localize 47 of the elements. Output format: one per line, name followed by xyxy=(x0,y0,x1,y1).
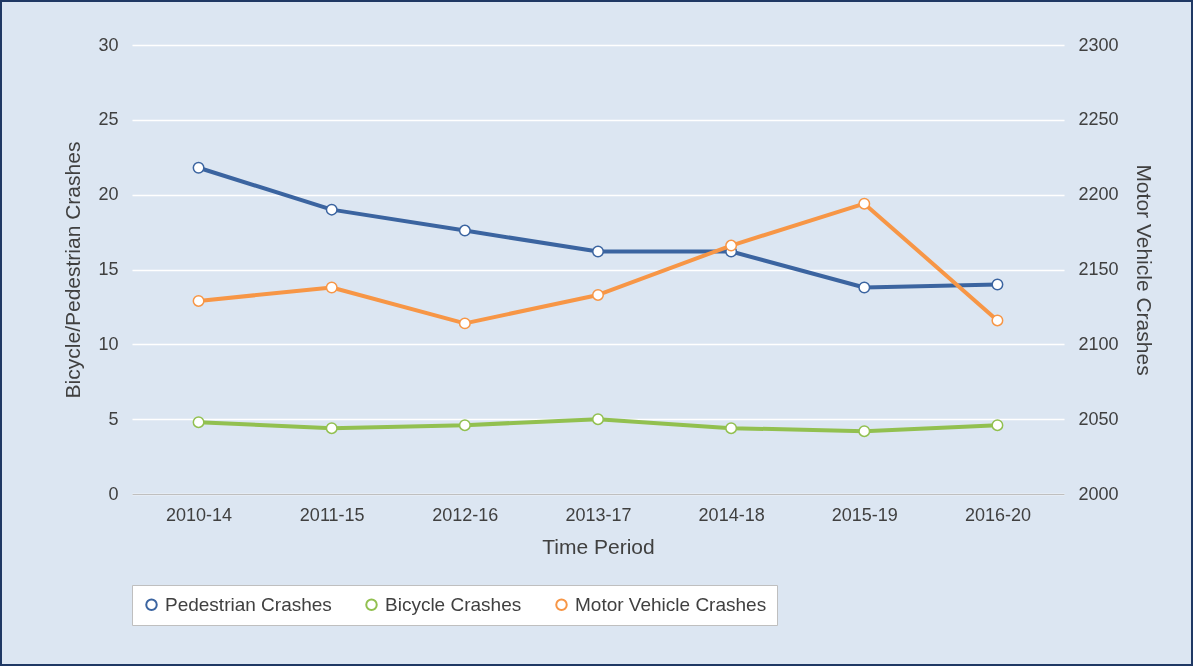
y-tick-label: 15 xyxy=(98,259,119,279)
legend-label: Bicycle Crashes xyxy=(385,593,522,615)
point xyxy=(325,281,338,294)
point xyxy=(991,314,1004,327)
x-tick-label: 2011-15 xyxy=(299,504,365,525)
y-tick-label: 30 xyxy=(98,34,119,55)
point xyxy=(325,422,338,435)
point xyxy=(991,278,1004,291)
x-tick-label: 2016-20 xyxy=(964,504,1031,525)
point xyxy=(325,203,338,216)
y2-tick-label: 2050 xyxy=(1078,408,1119,429)
x-tick-label: 2010-14 xyxy=(166,504,233,525)
y2-tick-label: 2300 xyxy=(1078,34,1119,55)
y-tick-label: 20 xyxy=(98,184,119,205)
point xyxy=(858,425,871,438)
y2-tick-label: 2150 xyxy=(1078,259,1119,279)
point xyxy=(458,224,471,237)
y-tick-label: 0 xyxy=(108,483,119,504)
point xyxy=(725,239,738,252)
point xyxy=(192,416,205,429)
x-tick-label: 2012-16 xyxy=(432,504,499,525)
x-tick-label: 2014-18 xyxy=(698,504,765,525)
point xyxy=(192,294,205,307)
x-tick-label: 2013-17 xyxy=(565,504,632,525)
x-tick-label: 2015-19 xyxy=(831,504,898,525)
point xyxy=(858,281,871,294)
point xyxy=(592,245,604,258)
y2-tick-label: 2000 xyxy=(1078,483,1119,504)
y2-tick-label: 2100 xyxy=(1078,333,1119,354)
point xyxy=(991,419,1004,432)
legend-label: Motor Vehicle Crashes xyxy=(575,593,767,615)
y2-axis-title: Motor Vehicle Crashes xyxy=(1132,164,1156,376)
y-tick-label: 25 xyxy=(98,109,119,130)
point xyxy=(192,161,205,174)
y-axis-title: Bicycle/Pedestrian Crashes xyxy=(61,141,85,399)
point xyxy=(592,413,604,426)
point xyxy=(458,317,471,330)
point xyxy=(592,288,604,301)
y2-tick-label: 2250 xyxy=(1078,109,1119,130)
y-tick-label: 5 xyxy=(108,408,119,429)
point xyxy=(458,419,471,432)
point xyxy=(858,197,871,210)
y2-tick-label: 2200 xyxy=(1078,184,1119,205)
legend-label: Pedestrian Crashes xyxy=(165,593,332,615)
y-tick-label: 10 xyxy=(98,333,119,354)
x-axis-title: Time Period xyxy=(542,534,655,558)
point xyxy=(725,422,738,435)
